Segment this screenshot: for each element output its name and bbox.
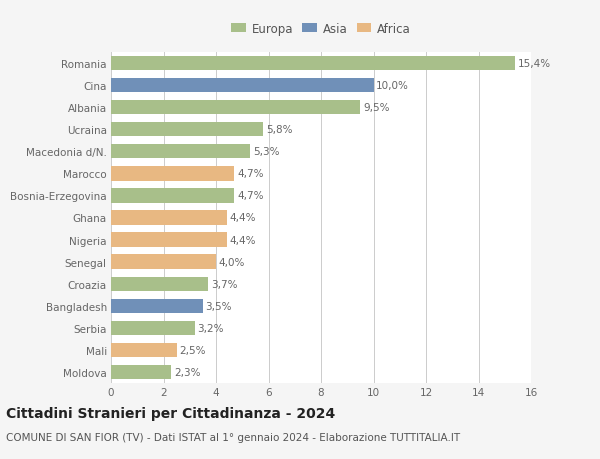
Text: COMUNE DI SAN FIOR (TV) - Dati ISTAT al 1° gennaio 2024 - Elaborazione TUTTITALI: COMUNE DI SAN FIOR (TV) - Dati ISTAT al … bbox=[6, 432, 460, 442]
Bar bbox=[111, 167, 235, 181]
Text: 2,5%: 2,5% bbox=[179, 345, 206, 355]
Text: 5,3%: 5,3% bbox=[253, 147, 279, 157]
Text: 4,7%: 4,7% bbox=[237, 169, 263, 179]
Text: 4,4%: 4,4% bbox=[229, 235, 256, 245]
Bar bbox=[111, 321, 195, 336]
Text: 9,5%: 9,5% bbox=[363, 103, 389, 113]
Legend: Europa, Asia, Africa: Europa, Asia, Africa bbox=[227, 18, 415, 40]
Text: Cittadini Stranieri per Cittadinanza - 2024: Cittadini Stranieri per Cittadinanza - 2… bbox=[6, 406, 335, 420]
Bar bbox=[111, 123, 263, 137]
Bar bbox=[111, 277, 208, 291]
Bar bbox=[111, 255, 216, 269]
Bar bbox=[111, 78, 373, 93]
Text: 3,2%: 3,2% bbox=[197, 323, 224, 333]
Bar bbox=[111, 299, 203, 313]
Bar bbox=[111, 145, 250, 159]
Bar bbox=[111, 56, 515, 71]
Bar bbox=[111, 211, 227, 225]
Text: 3,5%: 3,5% bbox=[205, 301, 232, 311]
Text: 2,3%: 2,3% bbox=[174, 367, 200, 377]
Text: 5,8%: 5,8% bbox=[266, 125, 292, 135]
Bar bbox=[111, 365, 172, 380]
Bar bbox=[111, 343, 176, 358]
Text: 3,7%: 3,7% bbox=[211, 279, 237, 289]
Text: 4,0%: 4,0% bbox=[218, 257, 245, 267]
Text: 10,0%: 10,0% bbox=[376, 81, 409, 91]
Text: 15,4%: 15,4% bbox=[518, 59, 551, 69]
Text: 4,4%: 4,4% bbox=[229, 213, 256, 223]
Bar bbox=[111, 233, 227, 247]
Bar bbox=[111, 189, 235, 203]
Text: 4,7%: 4,7% bbox=[237, 191, 263, 201]
Bar bbox=[111, 101, 361, 115]
